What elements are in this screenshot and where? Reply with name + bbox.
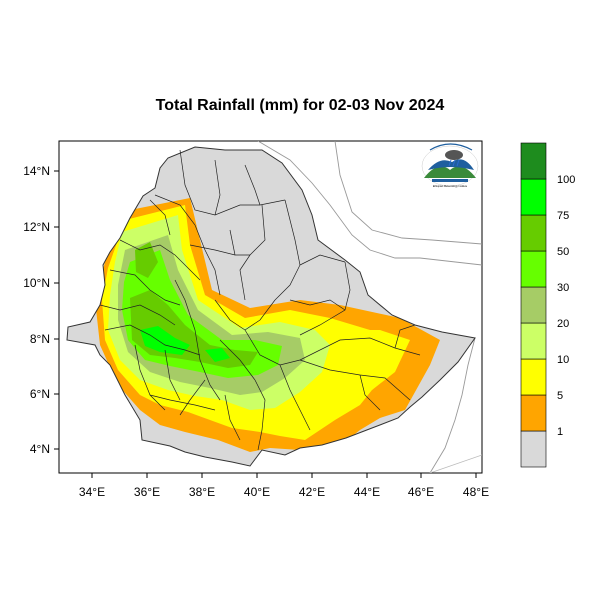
legend-swatch <box>520 430 547 468</box>
lat-tick-label: 4°N <box>30 442 50 456</box>
lon-tick-label: 42°E <box>299 485 325 499</box>
lat-tick-label: 14°N <box>23 164 50 178</box>
lat-tick-label: 12°N <box>23 220 50 234</box>
legend-label: 5 <box>557 390 563 402</box>
longitude-axis <box>91 473 477 478</box>
lon-tick-label: 48°E <box>463 485 489 499</box>
legend-swatch <box>520 394 547 432</box>
legend-swatch <box>520 286 547 324</box>
legend-label: 100 <box>557 174 575 186</box>
legend-label: 10 <box>557 354 569 366</box>
institute-logo: Ethiopian Meteorology Institute <box>421 143 479 188</box>
lon-tick-label: 38°E <box>189 485 215 499</box>
legend: 1 5 10 20 30 50 75 100 <box>520 142 575 468</box>
lon-tick-label: 34°E <box>79 485 105 499</box>
legend-swatch <box>520 250 547 288</box>
legend-swatch <box>520 214 547 252</box>
lat-tick-label: 8°N <box>30 332 50 346</box>
admin-boundaries <box>99 149 421 451</box>
legend-swatch <box>520 178 547 216</box>
lon-tick-label: 46°E <box>408 485 434 499</box>
legend-label: 75 <box>557 210 569 222</box>
lat-tick-label: 10°N <box>23 276 50 290</box>
legend-label: 20 <box>557 318 569 330</box>
legend-swatch <box>520 142 547 180</box>
coastline-somalia <box>429 337 476 473</box>
legend-swatch <box>520 358 547 396</box>
lon-tick-label: 40°E <box>244 485 270 499</box>
lon-tick-label: 44°E <box>354 485 380 499</box>
rainfall-shading <box>95 198 440 452</box>
map-title: Total Rainfall (mm) for 02-03 Nov 2024 <box>155 97 445 114</box>
legend-label: 50 <box>557 246 569 258</box>
coastline-red-sea <box>257 141 482 266</box>
latitude-axis <box>54 170 59 450</box>
coastline-arabia <box>334 141 482 245</box>
legend-swatch <box>520 322 547 360</box>
logo-caption: Ethiopian Meteorology Institute <box>433 185 468 188</box>
legend-label: 1 <box>557 426 563 438</box>
lat-tick-label: 6°N <box>30 387 50 401</box>
legend-label: 30 <box>557 282 569 294</box>
lon-tick-label: 36°E <box>134 485 160 499</box>
